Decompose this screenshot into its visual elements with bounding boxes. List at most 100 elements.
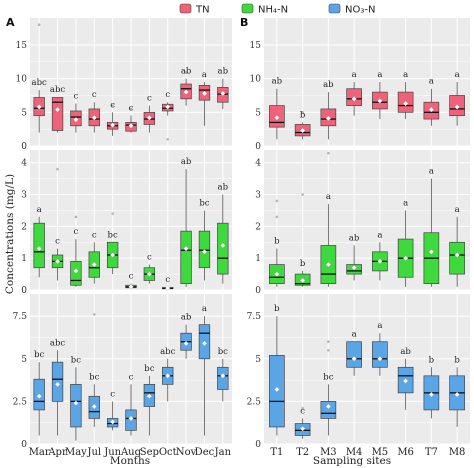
panel-label-a: A bbox=[6, 16, 15, 29]
box-aug: c bbox=[125, 372, 137, 436]
legend-swatch-tn bbox=[179, 3, 192, 14]
mean-marker bbox=[428, 249, 435, 255]
y-tick-label: 3 bbox=[21, 191, 27, 201]
x-tick-label: Jul bbox=[86, 447, 101, 458]
box-mar: bc bbox=[33, 350, 45, 436]
significance-letter: a bbox=[352, 70, 357, 80]
box-iqr bbox=[449, 241, 465, 275]
box-may: c bbox=[70, 215, 82, 287]
mean-marker bbox=[351, 356, 357, 362]
mean-marker bbox=[109, 419, 116, 425]
significance-letter: a bbox=[326, 192, 331, 202]
mean-marker bbox=[54, 106, 61, 113]
box-t7: a bbox=[423, 167, 440, 287]
y-tick-label: 0 bbox=[255, 142, 261, 152]
box-may: bc bbox=[70, 355, 82, 441]
box-iqr bbox=[372, 341, 388, 368]
mean-marker bbox=[299, 277, 306, 284]
box-m8: a bbox=[449, 70, 465, 126]
significance-letter: abc bbox=[32, 78, 48, 88]
box-aug: c bbox=[125, 272, 137, 290]
significance-letter: ab bbox=[349, 233, 360, 243]
box-jun: c bbox=[106, 389, 119, 431]
mean-marker bbox=[183, 89, 189, 95]
mean-marker bbox=[402, 255, 409, 261]
outlier-point bbox=[111, 104, 114, 107]
significance-letter: c bbox=[147, 94, 152, 104]
mean-marker bbox=[454, 391, 460, 398]
x-tick-label: M5 bbox=[372, 447, 389, 458]
y-tick-label: 4 bbox=[255, 159, 261, 169]
y-tick-label: 0 bbox=[255, 286, 261, 296]
significance-letter: a bbox=[429, 77, 434, 87]
mean-marker bbox=[454, 252, 460, 258]
box-m4: a bbox=[346, 330, 362, 376]
y-tick-label: 7.5 bbox=[247, 312, 262, 322]
significance-letter: abc bbox=[160, 347, 176, 357]
legend-label-nh4: NH₄-N bbox=[258, 5, 288, 16]
box-m6: a bbox=[397, 198, 414, 287]
box-sep: c bbox=[143, 94, 156, 133]
significance-letter: c bbox=[110, 389, 115, 399]
legend-swatch-no3 bbox=[328, 3, 341, 14]
mean-marker bbox=[274, 386, 280, 393]
box-apr: abc bbox=[50, 85, 65, 133]
mean-marker bbox=[73, 117, 79, 123]
significance-letter: c bbox=[129, 372, 134, 382]
y-tick-label: 10 bbox=[250, 75, 262, 85]
box-oct: c bbox=[162, 90, 174, 141]
panel-background bbox=[264, 294, 470, 444]
mean-marker bbox=[73, 400, 79, 406]
y-tick-label: 5 bbox=[21, 108, 27, 118]
legend-swatch-nh4 bbox=[241, 3, 254, 14]
mean-marker bbox=[54, 381, 61, 388]
box-nov: ab bbox=[180, 313, 192, 359]
y-tick-label: 4 bbox=[21, 159, 27, 169]
significance-letter: c bbox=[129, 104, 134, 114]
y-tick-label: 0 bbox=[255, 440, 261, 450]
box-m5: a bbox=[372, 70, 388, 120]
significance-letter: a bbox=[202, 304, 207, 314]
box-iqr bbox=[217, 222, 229, 275]
box-jan: ab bbox=[217, 183, 229, 284]
box-jul: c bbox=[88, 90, 100, 133]
y-tick-label: 2.5 bbox=[13, 397, 28, 407]
mean-marker bbox=[91, 403, 97, 410]
significance-letter: a bbox=[377, 321, 382, 331]
y-tick-label: 5 bbox=[21, 355, 27, 365]
mean-marker bbox=[146, 393, 153, 399]
box-t2: b bbox=[294, 193, 311, 287]
mean-marker bbox=[165, 373, 171, 379]
box-m6: a bbox=[397, 70, 414, 120]
mean-marker bbox=[146, 271, 153, 277]
significance-letter: c bbox=[165, 275, 170, 285]
significance-letter: bc bbox=[199, 198, 209, 208]
y-tick-label: 15 bbox=[250, 41, 262, 51]
mean-marker bbox=[128, 123, 134, 129]
box-apr: c bbox=[51, 167, 64, 281]
box-jul: c bbox=[88, 230, 100, 284]
box-sep: bc bbox=[143, 364, 156, 436]
mean-marker bbox=[351, 265, 357, 271]
significance-letter: a bbox=[455, 205, 460, 215]
significance-letter: a bbox=[403, 198, 408, 208]
y-tick-label: 2 bbox=[21, 222, 27, 232]
significance-letter: b bbox=[274, 304, 280, 314]
x-tick-label: M6 bbox=[397, 447, 414, 458]
box-m8: a bbox=[449, 205, 465, 287]
mean-marker bbox=[36, 104, 42, 110]
significance-letter: c bbox=[92, 230, 97, 240]
x-tick-label: Apr bbox=[47, 447, 67, 458]
mean-marker bbox=[183, 245, 189, 252]
legend: TN NH₄-N NO₃-N bbox=[179, 3, 375, 16]
legend-label-no3: NO₃-N bbox=[345, 5, 375, 16]
mean-marker bbox=[109, 122, 116, 128]
x-tick-label: M4 bbox=[346, 447, 363, 458]
significance-letter: bc bbox=[89, 372, 99, 382]
box-apr: abc bbox=[50, 338, 65, 436]
significance-letter: a bbox=[455, 70, 460, 80]
box-mar: abc bbox=[32, 23, 48, 133]
